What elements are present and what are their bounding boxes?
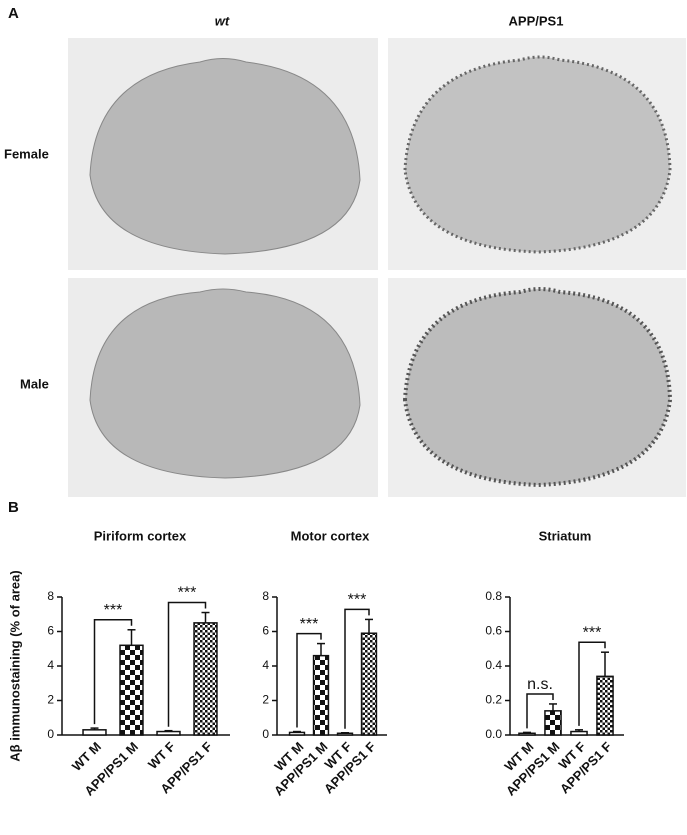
y-tick-label: 8: [47, 589, 54, 603]
bar: [156, 730, 181, 736]
bar: [336, 732, 354, 736]
y-tick-label: 8: [262, 589, 269, 603]
bar: [518, 732, 536, 736]
y-tick-label: 0.2: [485, 693, 502, 707]
bar: [570, 730, 588, 736]
y-tick-label: 4: [47, 658, 54, 672]
bar: [288, 731, 306, 736]
significance-label: ***: [348, 592, 367, 609]
panel-label: A: [8, 5, 19, 22]
y-tick-label: 0: [262, 727, 269, 741]
micrographs: [68, 38, 686, 497]
significance-label: ***: [300, 616, 319, 633]
y-tick-label: 0.0: [485, 727, 502, 741]
significance-bracket: [93, 619, 133, 725]
significance-label: ***: [104, 602, 123, 619]
y-tick-label: 2: [262, 693, 269, 707]
significance-label: ***: [178, 585, 197, 602]
y-axis-label: Aβ immunostaining (% of area): [7, 570, 22, 761]
row-label: Male: [20, 376, 49, 391]
chart-title: Piriform cortex: [94, 528, 187, 543]
significance-bracket: [167, 601, 207, 727]
y-tick-label: 2: [47, 693, 54, 707]
bar: [596, 675, 614, 736]
significance-label: ***: [583, 624, 602, 641]
bar: [82, 729, 107, 736]
bar: [312, 654, 330, 736]
row-label: Female: [4, 146, 49, 161]
bar: [544, 710, 562, 736]
significance-label: n.s.: [527, 676, 553, 693]
significance-bracket: [526, 693, 554, 729]
bar: [119, 644, 144, 736]
y-tick-label: 0.6: [485, 624, 502, 638]
x-tick-label: WT M: [69, 739, 104, 774]
y-tick-label: 6: [262, 624, 269, 638]
chart-title: Striatum: [539, 528, 592, 543]
significance-bracket: [344, 608, 370, 729]
y-tick-label: 0.8: [485, 589, 502, 603]
y-tick-label: 4: [262, 658, 269, 672]
bar: [360, 632, 378, 736]
column-label: wt: [215, 13, 230, 28]
y-tick-label: 0.4: [485, 658, 502, 672]
chart-title: Motor cortex: [291, 528, 371, 543]
panel-label: B: [8, 499, 19, 516]
y-tick-label: 0: [47, 727, 54, 741]
significance-bracket: [296, 632, 322, 728]
y-tick-label: 6: [47, 624, 54, 638]
column-label: APP/PS1: [509, 13, 564, 28]
x-tick-label: WT F: [145, 739, 178, 772]
bar: [193, 622, 218, 736]
significance-bracket: [578, 641, 606, 726]
